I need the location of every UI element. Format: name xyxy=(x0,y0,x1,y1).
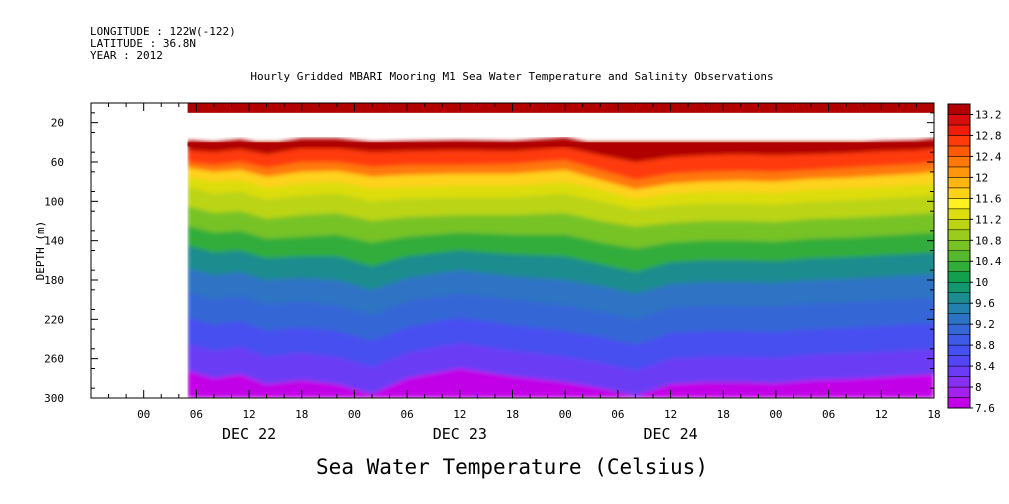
x-tick-label: 18 xyxy=(506,408,519,421)
longitude-label: LONGITUDE : 122W(-122) xyxy=(90,25,236,38)
colorbar-swatch xyxy=(947,323,971,335)
colorbar-swatch xyxy=(947,145,971,157)
y-tick-label: 20 xyxy=(51,117,64,130)
colorbar-tick-label: 9.6 xyxy=(975,297,995,310)
colorbar-swatch xyxy=(947,187,971,199)
colorbar-swatch xyxy=(947,355,971,367)
colorbar-swatch xyxy=(947,114,971,126)
colorbar-swatch xyxy=(947,376,971,388)
colorbar-swatch xyxy=(947,198,971,210)
colorbar-swatch xyxy=(947,281,971,293)
y-tick-label: 220 xyxy=(44,313,64,326)
y-axis: 20 60 100 140 180 220 260 300 xyxy=(44,112,934,405)
colorbar-tick-label: 10.4 xyxy=(975,255,1002,268)
colorbar-swatch xyxy=(947,250,971,262)
x-tick-label: 00 xyxy=(769,408,782,421)
colorbar-tick-label: 12.8 xyxy=(975,129,1002,142)
x-tick-label: 12 xyxy=(242,408,255,421)
colorbar-tick-label: 11.2 xyxy=(975,213,1002,226)
variable-label: Sea Water Temperature (Celsius) xyxy=(316,455,708,479)
x-tick-label: 06 xyxy=(190,408,203,421)
colorbar-swatch xyxy=(947,229,971,241)
y-tick-label: 300 xyxy=(44,392,64,405)
y-tick-label: 260 xyxy=(44,353,64,366)
colorbar-swatch xyxy=(947,397,971,409)
colorbar-swatch xyxy=(947,334,971,346)
colorbar-tick-label: 12 xyxy=(975,171,988,184)
colorbar-tick-label: 12.4 xyxy=(975,150,1002,163)
y-tick-label: 180 xyxy=(44,274,64,287)
colorbar-swatch xyxy=(947,208,971,220)
year-label: YEAR : 2012 xyxy=(90,49,163,62)
colorbar: 7.6 8 8.4 8.8 9.2 9.6 10 10.4 10.8 11.2 11.6 12 12.4… xyxy=(947,103,1002,415)
colorbar-swatch xyxy=(947,344,971,356)
colorbar-swatch xyxy=(947,302,971,314)
colorbar-tick-label: 7.6 xyxy=(975,402,995,415)
x-axis: 00 06 12 18 00 06 12 18 00 06 12 18 00 06 12 18 DEC 22 DE… xyxy=(90,103,941,443)
day-label: DEC 23 xyxy=(433,425,487,443)
colorbar-swatch xyxy=(947,313,971,325)
x-tick-label: 06 xyxy=(611,408,624,421)
colorbar-frame xyxy=(947,103,971,409)
x-tick-label: 06 xyxy=(822,408,835,421)
colorbar-tick-label: 10 xyxy=(975,276,988,289)
temperature-band xyxy=(187,142,934,162)
y-axis-label: DEPTH (m) xyxy=(34,221,47,281)
colorbar-swatch xyxy=(947,103,971,115)
colorbar-tick-label: 8 xyxy=(975,381,982,394)
x-tick-label: 12 xyxy=(664,408,677,421)
x-tick-label: 00 xyxy=(348,408,361,421)
colorbar-swatch xyxy=(947,156,971,168)
x-tick-label: 12 xyxy=(453,408,466,421)
colorbar-swatch xyxy=(947,166,971,178)
colorbar-swatch xyxy=(947,365,971,377)
colorbar-swatch xyxy=(947,386,971,398)
colorbar-tick-label: 8.8 xyxy=(975,339,995,352)
colorbar-tick-label: 8.4 xyxy=(975,360,995,373)
day-label: DEC 22 xyxy=(222,425,276,443)
colorbar-swatch xyxy=(947,260,971,272)
day-label: DEC 24 xyxy=(643,425,697,443)
y-tick-label: 60 xyxy=(51,156,64,169)
colorbar-swatch xyxy=(947,240,971,252)
x-tick-label: 00 xyxy=(137,408,150,421)
colorbar-swatch xyxy=(947,219,971,231)
colorbar-swatch xyxy=(947,124,971,136)
x-tick-label: 18 xyxy=(717,408,730,421)
x-tick-label: 18 xyxy=(295,408,308,421)
colorbar-swatch xyxy=(947,271,971,283)
plot-fill xyxy=(187,103,934,398)
colorbar-swatch xyxy=(947,135,971,147)
surface-temperature-band xyxy=(187,103,934,113)
x-tick-label: 06 xyxy=(401,408,414,421)
x-tick-label: 18 xyxy=(927,408,940,421)
temperature-band xyxy=(187,142,934,147)
x-tick-label: 12 xyxy=(875,408,888,421)
colorbar-tick-label: 9.2 xyxy=(975,318,995,331)
temperature-field xyxy=(187,137,934,398)
y-tick-label: 100 xyxy=(44,195,64,208)
colorbar-tick-label: 13.2 xyxy=(975,108,1002,121)
colorbar-tick-label: 11.6 xyxy=(975,192,1002,205)
colorbar-tick-label: 10.8 xyxy=(975,234,1002,247)
latitude-label: LATITUDE : 36.8N xyxy=(90,37,196,50)
colorbar-swatch xyxy=(947,177,971,189)
y-tick-label: 140 xyxy=(44,235,64,248)
chart-title: Hourly Gridded MBARI Mooring M1 Sea Wate… xyxy=(250,70,773,83)
x-tick-label: 00 xyxy=(559,408,572,421)
colorbar-swatch xyxy=(947,292,971,304)
